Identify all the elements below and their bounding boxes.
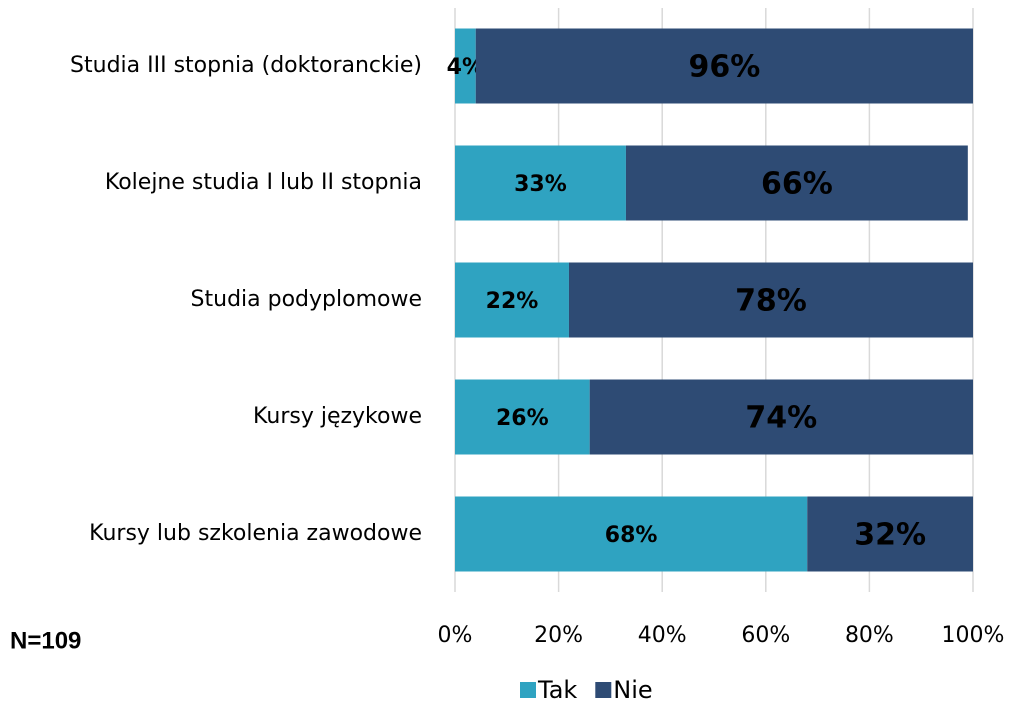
bar-segment xyxy=(625,145,968,221)
bar-segment xyxy=(589,379,973,455)
bar-segment xyxy=(455,145,626,221)
y-tick-label: Kolejne studia I lub II stopnia xyxy=(105,170,422,195)
y-tick-label: Studia podyplomowe xyxy=(191,287,422,312)
bar-segment xyxy=(568,262,973,338)
value-label: 96% xyxy=(688,50,760,85)
x-tick-label: 20% xyxy=(534,623,583,648)
x-tick-label: 0% xyxy=(438,623,473,648)
x-tick-label: 60% xyxy=(741,623,790,648)
bar-segment xyxy=(455,379,590,455)
bar-segment xyxy=(475,28,973,104)
value-label: 68% xyxy=(605,523,658,548)
y-tick-label: Studia III stopnia (doktoranckie) xyxy=(70,53,422,78)
legend-label: Nie xyxy=(613,676,652,704)
value-label: 22% xyxy=(486,289,539,314)
y-tick-label: Kursy językowe xyxy=(253,404,422,429)
x-tick-label: 40% xyxy=(638,623,687,648)
value-label: 66% xyxy=(761,167,833,202)
bar-segment xyxy=(807,496,973,572)
value-label: 32% xyxy=(854,518,926,553)
value-label: 26% xyxy=(496,406,549,431)
bar-segment xyxy=(455,28,476,104)
legend-label: Tak xyxy=(537,676,577,704)
legend-swatch xyxy=(595,682,612,698)
value-label: 33% xyxy=(514,172,567,197)
x-tick-label: 80% xyxy=(845,623,894,648)
bar-segment xyxy=(455,496,808,572)
value-label: 78% xyxy=(735,284,807,319)
value-label: 74% xyxy=(745,401,817,436)
annotation: N=109 xyxy=(10,627,81,654)
bar-segment xyxy=(455,262,569,338)
y-tick-label: Kursy lub szkolenia zawodowe xyxy=(89,521,422,546)
legend-swatch xyxy=(520,682,536,698)
x-tick-label: 100% xyxy=(942,623,1005,648)
